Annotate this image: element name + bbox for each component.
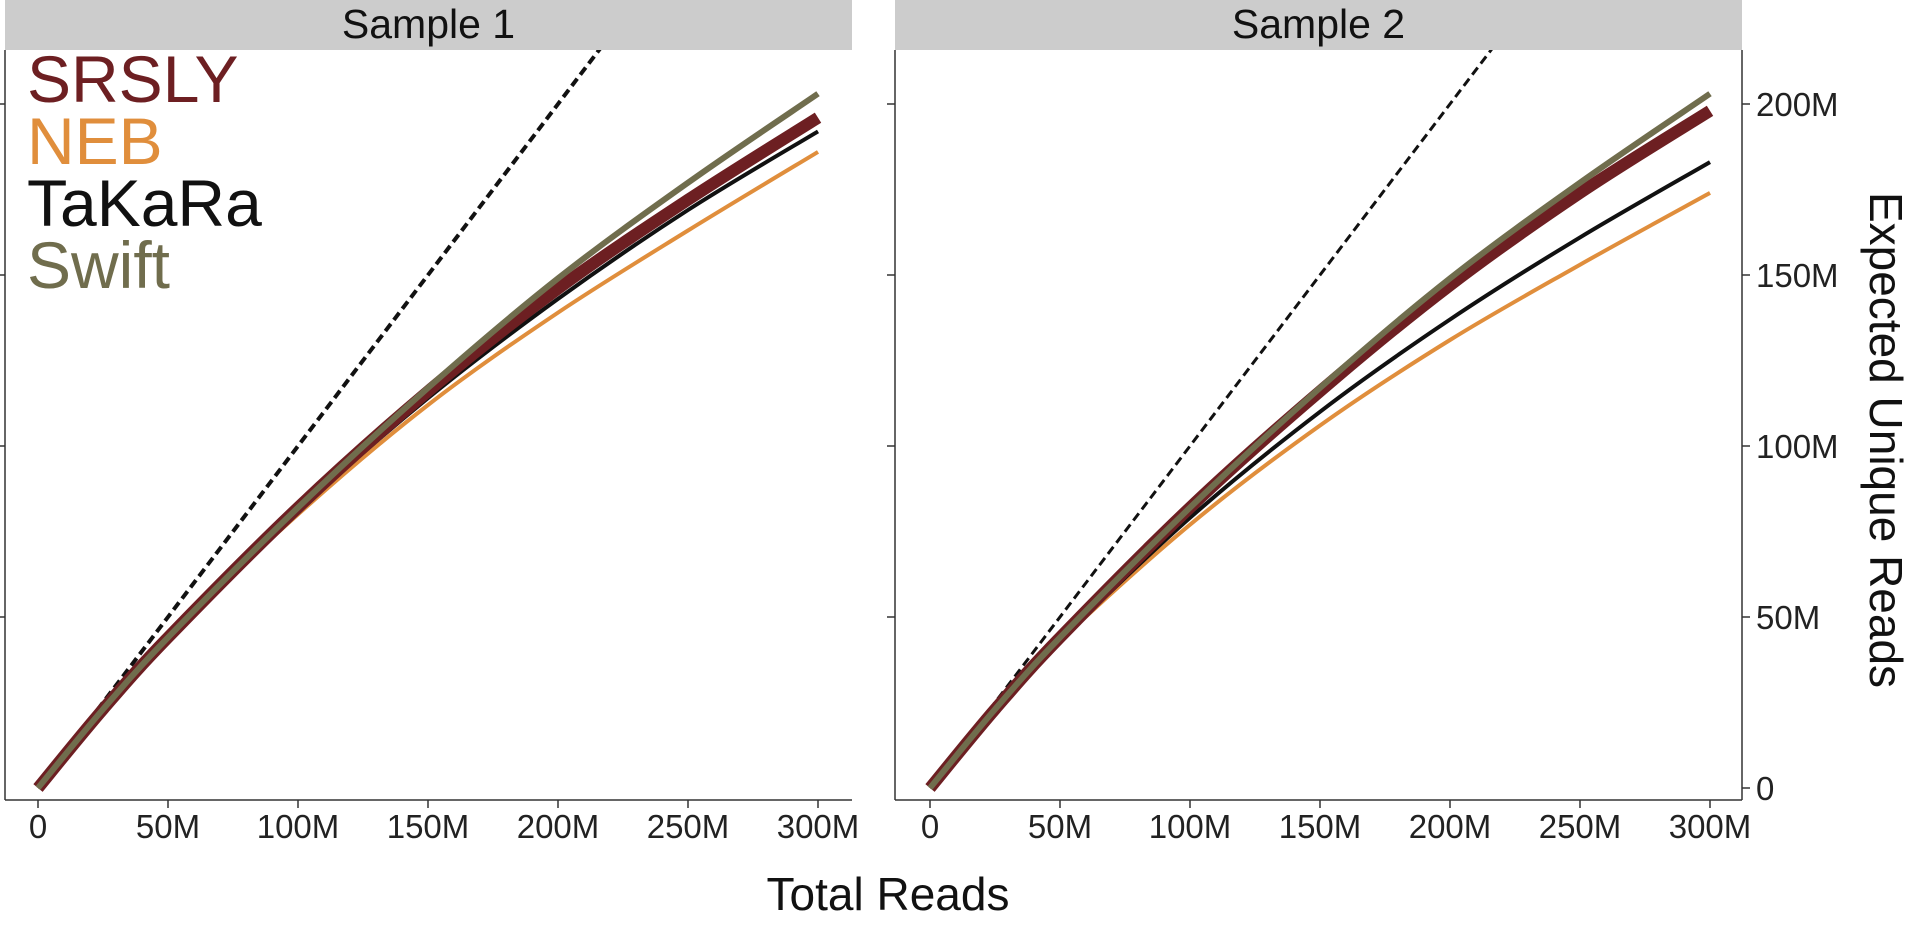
y-tick-label: 100M (1756, 428, 1839, 465)
x-tick-label: 300M (777, 808, 860, 845)
x-tick-label: 150M (1279, 808, 1362, 845)
legend-entry-takara: TaKaRa (27, 166, 262, 240)
panel-2: Sample 2 0 50M 100M 150M 200M 250M 300M (887, 0, 1751, 845)
panel-1: Sample 1 0 50M 100M 150M 200M 250M 300M (0, 0, 859, 845)
series-line-swift (927, 91, 1712, 790)
y-axis: 0 50M 100M 150M 200M (1741, 50, 1839, 807)
y-tick-label: 200M (1756, 86, 1839, 123)
x-tick-label: 0 (921, 808, 939, 845)
y-tick-label: 50M (1756, 599, 1820, 636)
y-axis-title: Expected Unique Reads (1860, 192, 1912, 688)
x-tick-label: 250M (1539, 808, 1622, 845)
x-tick-label: 300M (1669, 808, 1752, 845)
reference-line (36, 50, 602, 790)
x-tick-label: 50M (136, 808, 200, 845)
series-line-neb (928, 191, 1711, 790)
panel-data (33, 50, 822, 792)
legend-entry-srsly: SRSLY (27, 42, 239, 116)
series-line-srsly (925, 105, 1714, 792)
x-tick-label: 150M (387, 808, 470, 845)
legend-entry-neb: NEB (27, 104, 163, 178)
x-tick-label: 100M (1149, 808, 1232, 845)
panel-title: Sample 2 (1232, 1, 1405, 47)
x-tick-label: 200M (1409, 808, 1492, 845)
x-tick-label: 50M (1028, 808, 1092, 845)
panel-title: Sample 1 (342, 1, 515, 47)
x-axis-title: Total Reads (767, 868, 1010, 920)
panel-data (925, 50, 1714, 792)
x-tick-label: 100M (257, 808, 340, 845)
reference-line (928, 50, 1493, 789)
y-tick-label: 0 (1756, 770, 1774, 807)
panel-strip (895, 0, 1742, 50)
x-tick-label: 0 (29, 808, 47, 845)
x-tick-label: 250M (647, 808, 730, 845)
legend-entry-swift: Swift (27, 228, 170, 302)
y-tick-label: 150M (1756, 257, 1839, 294)
x-tick-label: 200M (517, 808, 600, 845)
panel-strip (5, 0, 852, 50)
series-line-swift (35, 91, 820, 790)
